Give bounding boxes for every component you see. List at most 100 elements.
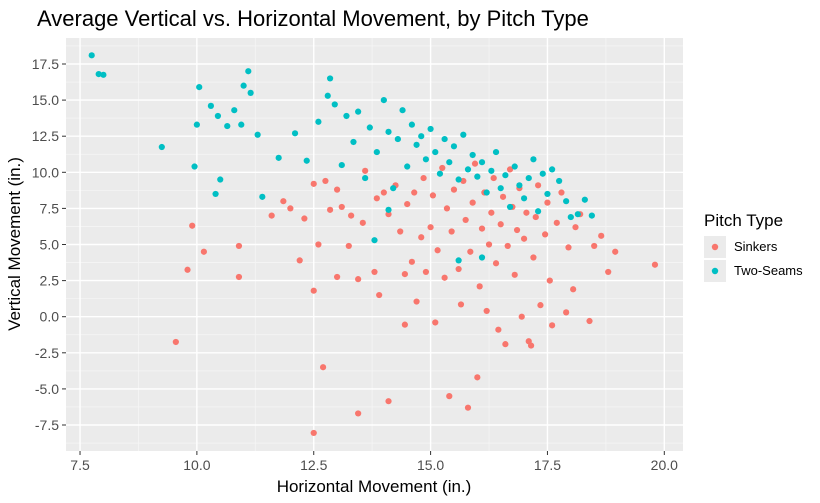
sinkers-point: [462, 216, 469, 224]
sinkers-point: [429, 192, 437, 199]
sinkers-point: [301, 215, 308, 222]
sinkers-point: [401, 271, 408, 278]
two-seams-point: [224, 122, 231, 130]
two-seams-point: [574, 211, 581, 218]
sinkers-point: [385, 211, 392, 218]
two-seams-point: [506, 203, 514, 211]
sinkers-point: [334, 273, 341, 281]
legend-label-two-seams: Two-Seams: [734, 263, 803, 278]
y-tick-label: 0.0: [40, 309, 60, 325]
sinkers-point: [448, 228, 455, 235]
sinkers-point: [518, 313, 525, 320]
sinkers-point: [296, 257, 303, 264]
two-seams-point: [245, 68, 252, 75]
sinkers-point: [432, 319, 439, 326]
sinkers-point: [334, 186, 341, 193]
two-seams-point: [455, 257, 462, 264]
sinkers-point: [376, 291, 383, 299]
sinkers-point: [586, 317, 593, 325]
axis-ticks: [62, 63, 665, 455]
sinkers-point: [359, 219, 366, 226]
two-seams-point: [291, 130, 299, 137]
legend-items: Sinkers Two-Seams: [704, 236, 803, 282]
sinkers-point: [345, 242, 352, 250]
two-seams-point: [502, 172, 509, 179]
y-tick-label: -2.5: [35, 345, 59, 361]
sinkers-point: [310, 287, 317, 294]
two-seams-point: [492, 148, 500, 156]
sinkers-point: [474, 374, 481, 381]
minor-gridlines: [66, 38, 683, 451]
two-seams-point: [366, 124, 373, 131]
two-seams-point: [520, 195, 528, 202]
sinkers-point: [319, 364, 327, 371]
sinkers-point: [411, 189, 418, 196]
legend: Pitch Type Sinkers Two-Seams: [704, 211, 803, 282]
two-seams-point: [217, 176, 224, 183]
sinkers-point: [502, 341, 509, 348]
two-seams-point: [326, 75, 334, 82]
major-gridlines: [66, 38, 683, 451]
two-seams-point: [544, 190, 551, 198]
y-tick-label: 5.0: [40, 237, 60, 253]
sinkers-point: [404, 200, 411, 208]
sinkers-point: [563, 309, 570, 316]
two-seams-point: [474, 173, 481, 180]
axis-tick-labels: 7.5 10.0 12.5 15.0 17.5 20.0 -7.5 -5.0 -2.5 0.0 2.…: [32, 56, 678, 473]
sinkers-point: [373, 195, 380, 202]
x-tick-label: 10.0: [183, 457, 210, 473]
two-seams-point: [455, 176, 462, 183]
two-seams-point: [530, 156, 537, 163]
sinkers-point: [418, 234, 425, 241]
sinkers-point: [520, 235, 528, 242]
sinkers-point: [553, 219, 560, 226]
sinkers-point: [326, 206, 334, 213]
sinkers-point: [469, 199, 476, 206]
two-seams-point: [441, 135, 448, 143]
sinkers-point: [495, 326, 502, 333]
data-points: [88, 52, 659, 437]
y-tick-label: 17.5: [32, 56, 59, 72]
two-seams-point: [404, 163, 411, 170]
two-seams-point: [238, 121, 245, 128]
two-seams-point: [432, 148, 439, 156]
two-seams-point: [275, 154, 282, 161]
sinkers-point: [558, 189, 565, 196]
two-seams-point: [362, 174, 369, 182]
sinkers-point: [565, 244, 572, 251]
x-tick-label: 17.5: [534, 457, 561, 473]
two-seams-point: [483, 189, 490, 196]
sinkers-point: [651, 261, 659, 268]
two-seams-point: [567, 213, 574, 221]
x-tick-label: 20.0: [651, 457, 678, 473]
sinkers-point: [446, 393, 453, 400]
sinkers-point: [591, 242, 598, 250]
sinkers-point: [537, 302, 544, 309]
y-tick-label: 15.0: [32, 92, 59, 108]
two-seams-point: [450, 143, 458, 150]
sinkers-point: [427, 224, 434, 231]
sinkers-point: [488, 209, 495, 216]
sinkers-point: [598, 232, 605, 239]
x-tick-label: 12.5: [300, 457, 327, 473]
two-seams-point: [581, 196, 588, 203]
legend-marker-two-seams: [711, 267, 719, 275]
two-seams-point: [516, 182, 523, 189]
sinkers-point: [385, 398, 392, 405]
sinkers-point: [287, 205, 294, 212]
two-seams-point: [460, 131, 467, 138]
two-seams-point: [100, 71, 107, 78]
sinkers-point: [572, 224, 579, 231]
two-seams-point: [418, 133, 425, 140]
x-axis-title: Horizontal Movement (in.): [277, 477, 472, 496]
two-seams-point: [399, 107, 406, 114]
sinkers-point: [355, 410, 362, 417]
two-seams-point: [488, 167, 495, 174]
two-seams-point: [240, 82, 247, 89]
two-seams-point: [193, 121, 200, 128]
sinkers-point: [471, 160, 479, 167]
sinkers-point: [268, 212, 275, 219]
two-seams-point: [478, 159, 486, 166]
legend-title: Pitch Type: [704, 211, 783, 230]
